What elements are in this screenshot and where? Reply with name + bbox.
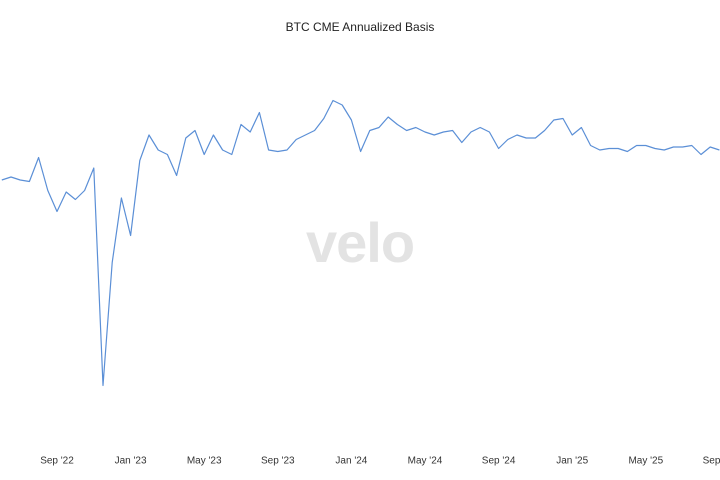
- x-tick-label: Jan '25: [556, 456, 588, 467]
- watermark: velo: [306, 211, 414, 274]
- x-tick-label: Sep '24: [482, 456, 516, 467]
- x-tick-label: Sep '22: [40, 456, 74, 467]
- x-tick-label: May '23: [187, 456, 222, 467]
- x-tick-label: May '24: [408, 456, 443, 467]
- data-line: [1, 99, 720, 387]
- x-tick-label: May '25: [628, 456, 663, 467]
- x-tick-label: Sep '25: [703, 456, 720, 467]
- x-tick-label: Sep '23: [261, 456, 295, 467]
- chart-title: BTC CME Annualized Basis: [286, 20, 435, 34]
- x-tick-label: Jan '24: [335, 456, 367, 467]
- x-tick-label: Jan '23: [115, 456, 147, 467]
